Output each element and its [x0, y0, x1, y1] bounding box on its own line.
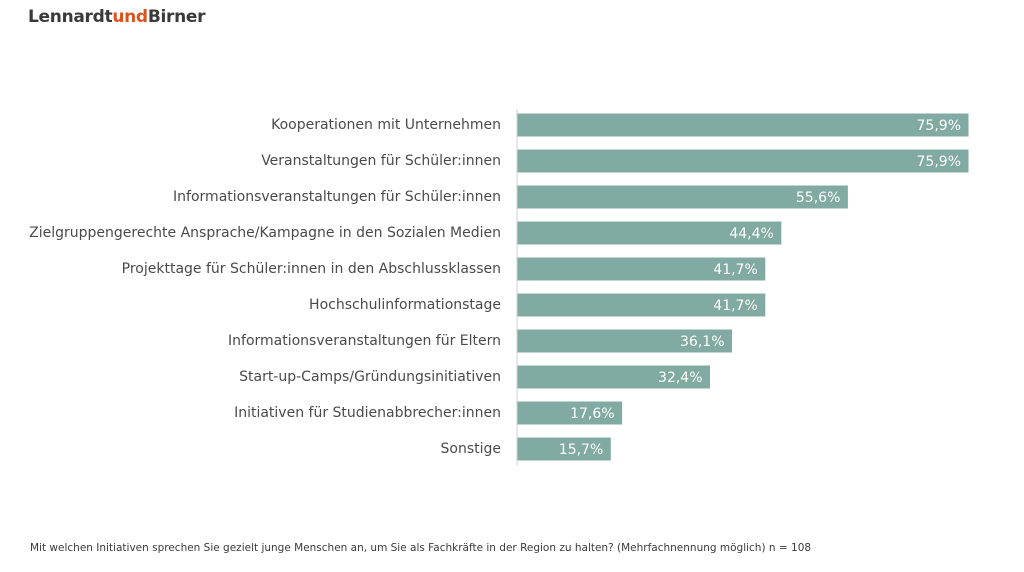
category-label: Kooperationen mit Unternehmen — [271, 117, 501, 133]
category-label: Sonstige — [441, 441, 502, 457]
brand-name-part-2: und — [112, 7, 148, 27]
category-label: Informationsveranstaltungen für Eltern — [228, 333, 501, 349]
bar-value-label: 17,6% — [570, 406, 614, 422]
bar — [517, 149, 969, 173]
bar — [517, 221, 782, 245]
bar — [517, 293, 766, 317]
category-label: Zielgruppengerechte Ansprache/Kampagne i… — [29, 225, 501, 241]
category-label: Informationsveranstaltungen für Schüler:… — [173, 189, 501, 205]
bar — [517, 185, 848, 209]
bar — [517, 365, 711, 389]
bar-value-label: 75,9% — [917, 118, 961, 134]
bar — [517, 437, 611, 461]
bar-value-label: 15,7% — [559, 442, 603, 458]
bar-value-label: 36,1% — [680, 334, 724, 350]
bar-value-label: 55,6% — [796, 190, 840, 206]
category-label: Hochschulinformationstage — [309, 297, 501, 313]
bar-value-label: 75,9% — [917, 154, 961, 170]
brand-logo: LennardtundBirner — [28, 7, 206, 27]
bar — [517, 113, 969, 137]
category-label: Projekttage für Schüler:innen in den Abs… — [122, 261, 501, 277]
bar-value-label: 44,4% — [729, 226, 773, 242]
brand-name-part-1: Lennardt — [28, 7, 113, 27]
bar-value-label: 41,7% — [713, 298, 757, 314]
bar — [517, 257, 766, 281]
bar-value-label: 32,4% — [658, 370, 702, 386]
bar-value-label: 41,7% — [713, 262, 757, 278]
brand-name-part-3: Birner — [147, 7, 206, 27]
bar — [517, 401, 623, 425]
category-label: Start-up-Camps/Gründungsinitiativen — [239, 369, 501, 385]
bar — [517, 329, 733, 353]
chart-footnote: Mit welchen Initiativen sprechen Sie gez… — [30, 542, 812, 554]
category-label: Initiativen für Studienabbrecher:innen — [234, 405, 501, 421]
category-label: Veranstaltungen für Schüler:innen — [261, 153, 501, 169]
